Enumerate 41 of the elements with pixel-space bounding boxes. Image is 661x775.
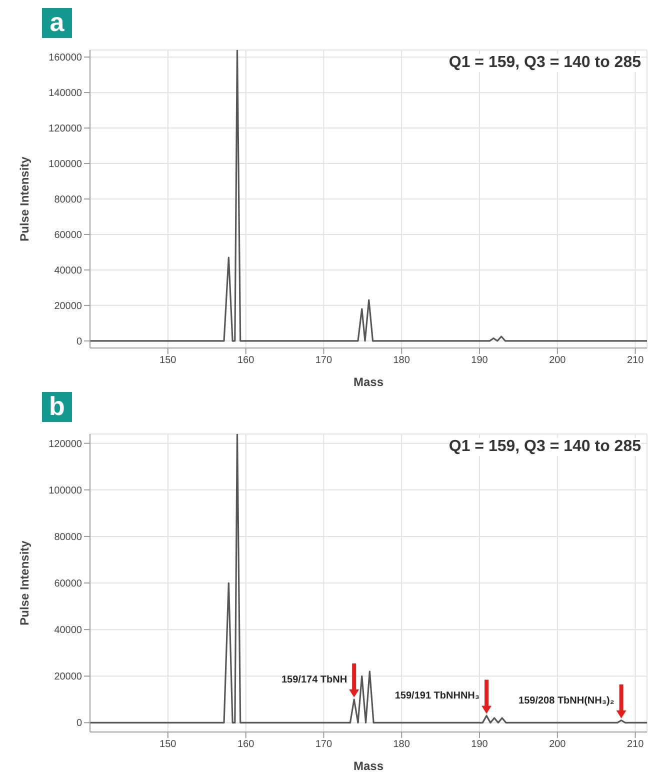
- x-tick-label: 200: [549, 739, 566, 750]
- y-tick-label: 160000: [48, 52, 82, 64]
- y-axis-title: Pulse Intensity: [17, 540, 32, 626]
- x-tick-label: 180: [393, 739, 410, 750]
- y-tick-label: 40000: [54, 266, 82, 276]
- y-tick-label: 60000: [54, 578, 82, 590]
- y-tick-label: 40000: [54, 625, 82, 636]
- x-tick-label: 190: [471, 355, 488, 366]
- x-tick-label: 150: [160, 355, 177, 366]
- chart-title: a: [42, 7, 72, 38]
- x-axis-title: Mass: [353, 759, 384, 773]
- x-tick-label: 170: [315, 739, 332, 750]
- y-tick-label: 80000: [54, 532, 82, 543]
- y-tick-label: 20000: [54, 300, 82, 312]
- annotation: 159/191 TbNHNH₃: [394, 690, 480, 702]
- x-tick-label: 210: [626, 355, 644, 366]
- chart-title: b: [42, 391, 72, 422]
- chart-subtitle: Q1 = 159, Q3 = 140 to 285: [448, 438, 641, 456]
- y-tick-label: 0: [76, 336, 82, 348]
- x-tick-label: 210: [626, 739, 644, 750]
- chart-subtitle: Q1 = 159, Q3 = 140 to 285: [448, 54, 641, 72]
- x-tick-label: 160: [237, 355, 255, 366]
- y-tick-label: 120000: [48, 438, 82, 450]
- y-axis-title: Pulse Intensity: [17, 156, 32, 242]
- x-tick-label: 160: [237, 739, 255, 750]
- x-tick-label: 150: [160, 739, 177, 750]
- y-tick-label: 20000: [54, 672, 82, 683]
- x-tick-label: 190: [471, 739, 488, 750]
- y-tick-label: 60000: [54, 230, 82, 242]
- y-tick-label: 120000: [48, 124, 82, 135]
- x-axis-title: Mass: [353, 375, 384, 389]
- y-tick-label: 140000: [48, 88, 82, 100]
- y-tick-label: 100000: [48, 485, 82, 496]
- annotation: 159/208 TbNH(NH₃)₂: [518, 695, 614, 706]
- x-tick-label: 170: [315, 355, 332, 366]
- x-tick-label: 200: [549, 355, 566, 366]
- y-tick-label: 0: [76, 718, 82, 730]
- annotation: 159/174 TbNH: [281, 674, 348, 686]
- y-tick-label: 80000: [54, 194, 82, 206]
- x-tick-label: 180: [393, 355, 410, 366]
- y-tick-label: 100000: [48, 159, 82, 170]
